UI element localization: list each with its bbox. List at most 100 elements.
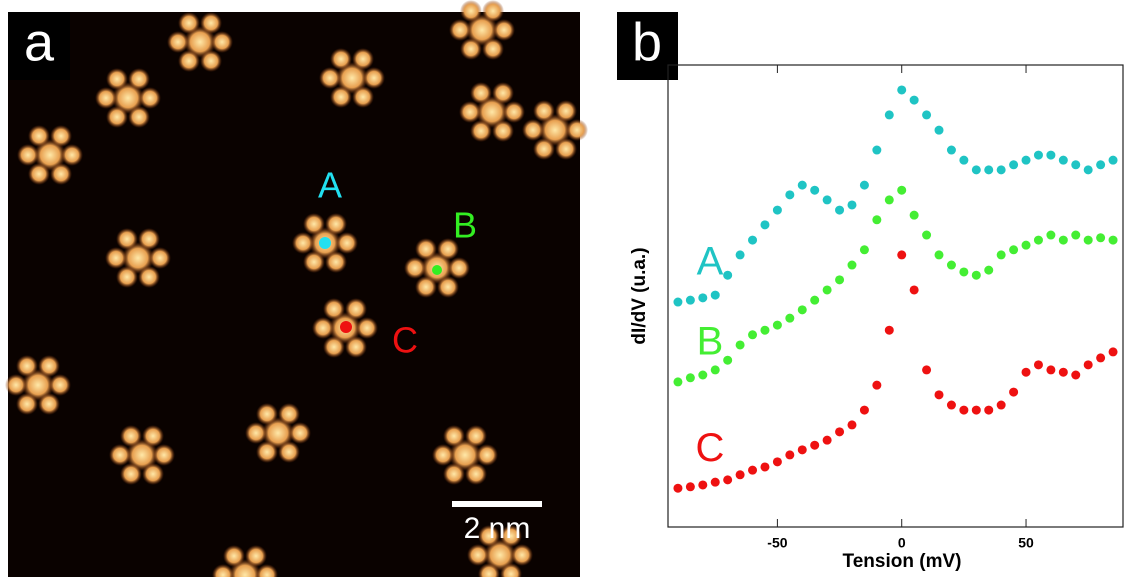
data-point xyxy=(748,330,758,340)
data-point xyxy=(797,305,807,315)
data-point xyxy=(984,265,994,275)
data-point xyxy=(1033,235,1043,245)
data-point xyxy=(1108,347,1118,357)
data-point xyxy=(872,215,882,225)
data-point xyxy=(1033,150,1043,160)
data-point xyxy=(897,185,907,195)
data-point xyxy=(1071,370,1081,380)
data-point xyxy=(735,470,745,480)
data-point xyxy=(735,340,745,350)
data-point xyxy=(785,450,795,460)
data-point xyxy=(835,205,845,215)
data-point xyxy=(1083,360,1093,370)
data-point xyxy=(810,295,820,305)
data-point xyxy=(673,297,683,307)
data-point xyxy=(785,313,795,323)
data-point xyxy=(723,355,733,365)
data-point xyxy=(934,125,944,135)
data-point xyxy=(748,465,758,475)
data-point xyxy=(1046,365,1056,375)
data-point xyxy=(673,377,683,387)
data-point xyxy=(1021,155,1031,165)
data-point xyxy=(760,325,770,335)
data-point xyxy=(760,462,770,472)
data-point xyxy=(1046,230,1056,240)
data-point xyxy=(685,295,695,305)
data-point xyxy=(934,250,944,260)
data-point xyxy=(897,250,907,260)
data-point xyxy=(797,445,807,455)
data-point xyxy=(685,482,695,492)
data-point xyxy=(822,435,832,445)
point-label: B xyxy=(453,205,477,246)
data-point xyxy=(735,250,745,260)
data-point xyxy=(673,483,683,493)
data-point xyxy=(1009,160,1019,170)
data-point xyxy=(698,293,708,303)
series-label: B xyxy=(697,319,724,363)
data-point xyxy=(1058,367,1068,377)
data-point xyxy=(996,165,1006,175)
data-point xyxy=(884,110,894,120)
y-axis-title: dI/dV (u.a.) xyxy=(629,247,650,344)
data-point xyxy=(971,405,981,415)
data-point xyxy=(847,420,857,430)
data-point xyxy=(723,270,733,280)
data-point xyxy=(946,260,956,270)
data-point xyxy=(996,400,1006,410)
data-point xyxy=(1058,235,1068,245)
data-point xyxy=(1009,245,1019,255)
data-point xyxy=(959,405,969,415)
data-point xyxy=(897,85,907,95)
point-label: A xyxy=(318,165,342,206)
data-point xyxy=(847,200,857,210)
data-point xyxy=(1071,160,1081,170)
data-point xyxy=(772,457,782,467)
data-point xyxy=(959,155,969,165)
data-point xyxy=(884,325,894,335)
data-point xyxy=(710,365,720,375)
data-point xyxy=(984,165,994,175)
data-point xyxy=(698,370,708,380)
data-point xyxy=(772,205,782,215)
data-point xyxy=(1009,387,1019,397)
data-point xyxy=(835,275,845,285)
stm-image: A B C 2 nm a xyxy=(5,0,588,582)
data-point xyxy=(1083,165,1093,175)
data-point xyxy=(810,185,820,195)
series-label: C xyxy=(696,426,725,470)
data-point xyxy=(685,373,695,383)
data-point xyxy=(698,480,708,490)
data-point xyxy=(723,475,733,485)
panel-label: b xyxy=(632,12,662,72)
data-point xyxy=(772,320,782,330)
data-point xyxy=(1058,155,1068,165)
x-tick-label: 0 xyxy=(898,535,906,551)
data-point xyxy=(1021,367,1031,377)
data-point xyxy=(859,245,869,255)
data-point xyxy=(996,250,1006,260)
data-point xyxy=(971,165,981,175)
panel-label: a xyxy=(24,12,55,72)
data-point xyxy=(971,270,981,280)
data-point xyxy=(1108,235,1118,245)
data-point xyxy=(872,145,882,155)
data-point xyxy=(785,190,795,200)
data-point xyxy=(922,230,932,240)
data-point xyxy=(859,405,869,415)
point-label: C xyxy=(392,320,418,361)
x-axis-title: Tension (mV) xyxy=(843,551,962,572)
scale-bar-label: 2 nm xyxy=(464,512,531,545)
data-point xyxy=(1096,160,1106,170)
data-point xyxy=(835,427,845,437)
data-point xyxy=(909,285,919,295)
data-point xyxy=(1021,240,1031,250)
data-point xyxy=(909,210,919,220)
x-tick-label: -50 xyxy=(767,535,787,551)
data-point xyxy=(1108,155,1118,165)
x-tick-label: 50 xyxy=(1018,535,1034,551)
data-point xyxy=(810,440,820,450)
data-point xyxy=(922,365,932,375)
plot: -50 0 50 AB C xyxy=(673,65,1118,551)
